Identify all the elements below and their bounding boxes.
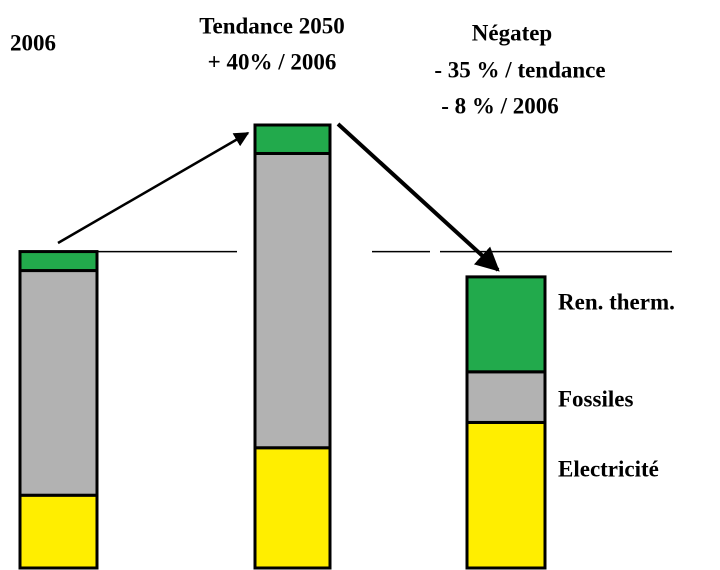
- category-label: Négatep: [472, 20, 552, 45]
- annotation: + 40% / 2006: [208, 49, 337, 74]
- bar-segment: [18, 493, 99, 570]
- legend-label: Fossiles: [558, 386, 633, 411]
- bar-segment: [465, 275, 547, 374]
- category-label: 2006: [10, 30, 56, 55]
- annotation: - 8 % / 2006: [441, 93, 559, 118]
- annotation: - 35 % / tendance: [434, 57, 605, 82]
- bar-segment: [253, 446, 332, 570]
- bar-segment: [465, 420, 547, 570]
- bar-segment: [253, 151, 332, 450]
- arrow: [57, 131, 250, 245]
- bar-segment: [465, 370, 547, 424]
- legend-label: Ren. therm.: [558, 290, 675, 315]
- category-label: Tendance 2050: [199, 13, 344, 38]
- legend-label: Electricité: [558, 457, 659, 482]
- arrow: [336, 122, 500, 272]
- bar-segment: [253, 123, 332, 155]
- bar-segment: [18, 269, 99, 497]
- bar-segment: [18, 250, 99, 273]
